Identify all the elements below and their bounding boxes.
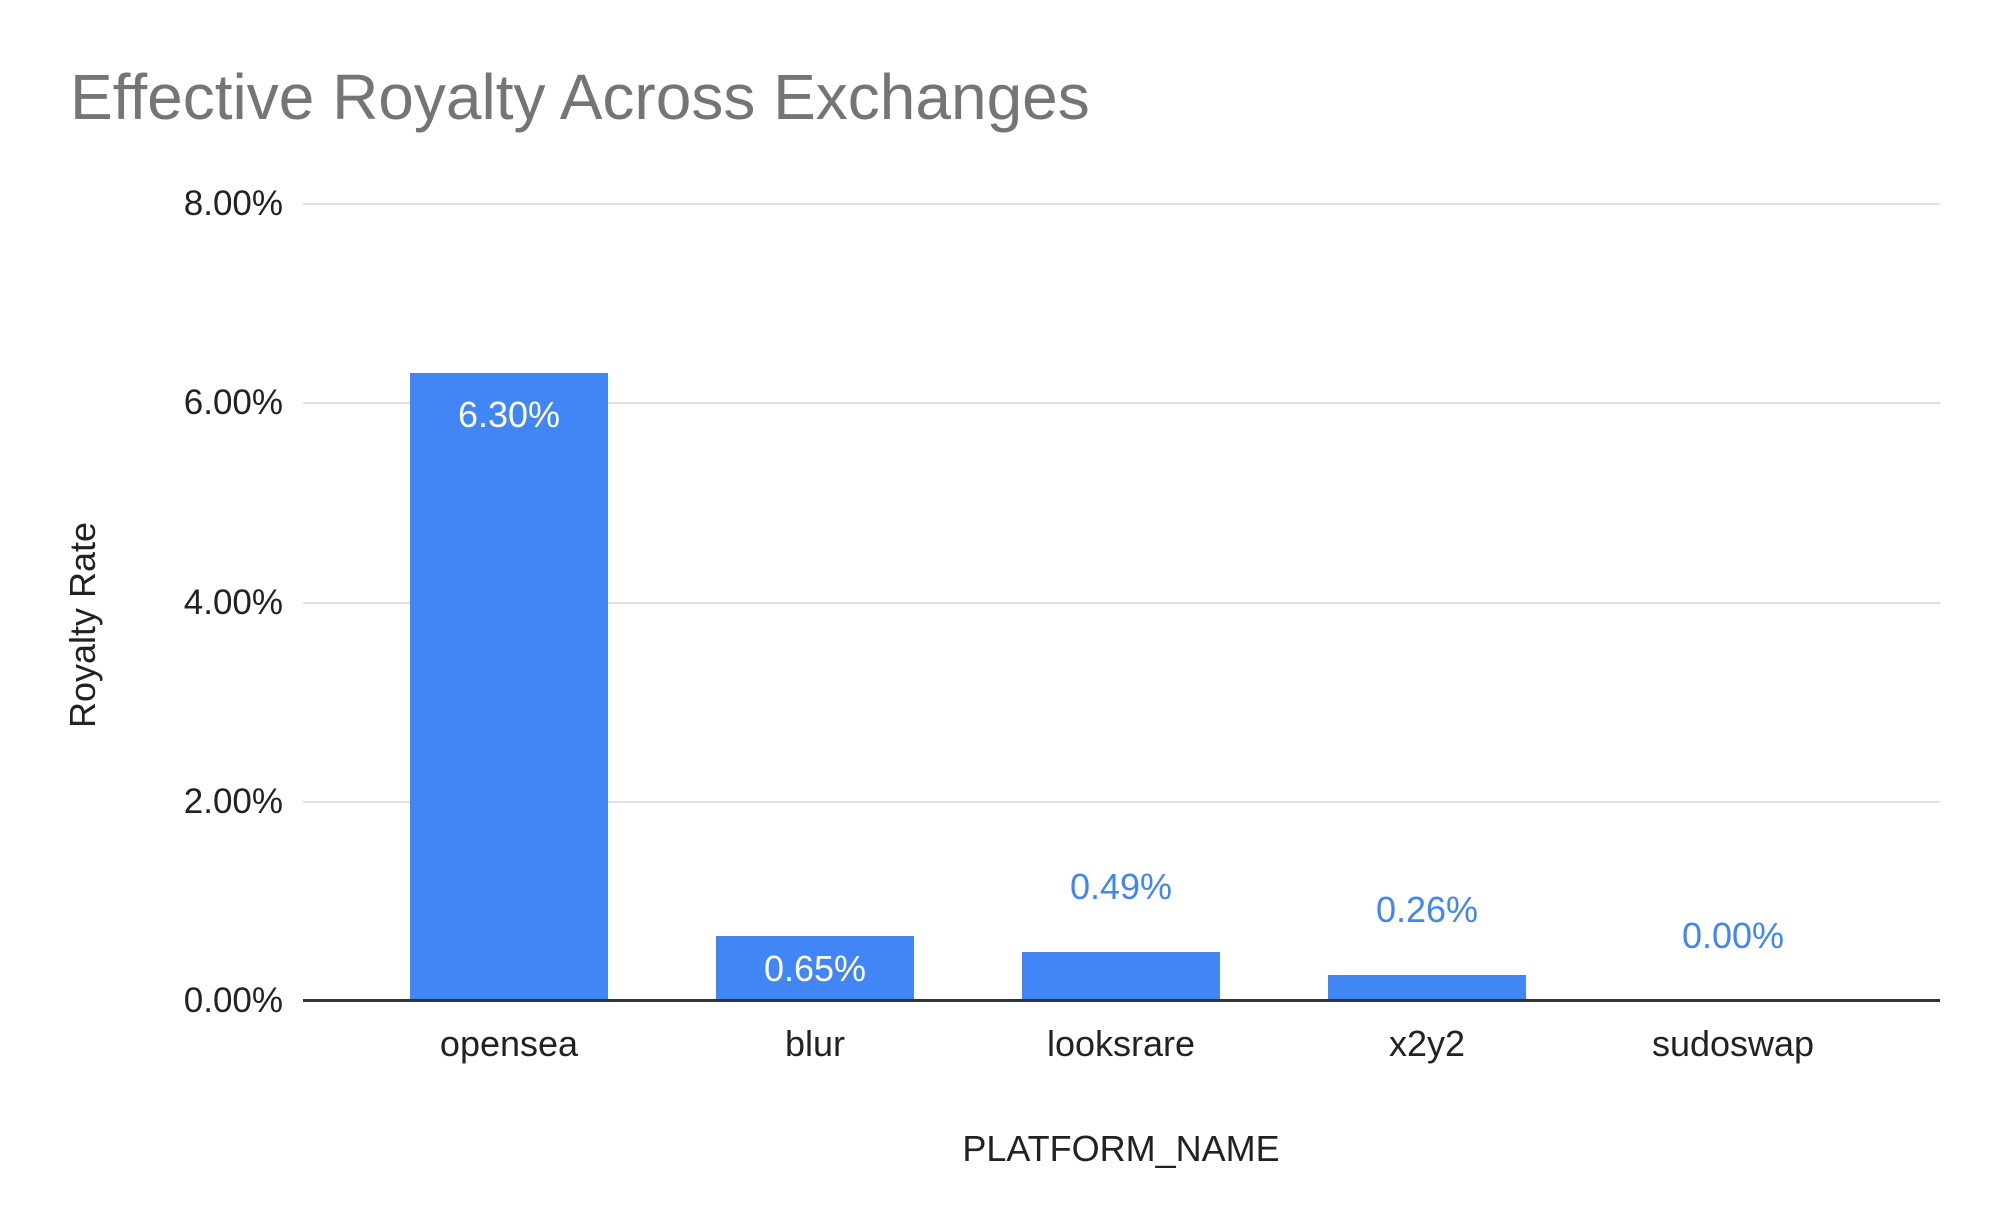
y-tick-label-0.00%: 0.00%	[183, 981, 283, 1020]
category-label-sudoswap: sudoswap	[1651, 1023, 1815, 1064]
y-tick-label-4.00%: 4.00%	[183, 582, 283, 622]
gridline-8.00%	[303, 203, 1940, 205]
bar-looksrare[interactable]	[1022, 952, 1220, 1001]
y-tick-label-8.00%: 8.00%	[183, 184, 283, 223]
bar-blur[interactable]	[716, 936, 914, 1001]
data-label-blur: 0.65%	[763, 947, 867, 989]
category-label-x2y2: x2y2	[1388, 1023, 1466, 1064]
data-label-opensea: 6.30%	[457, 394, 561, 435]
data-label-sudoswap: 0.00%	[1681, 915, 1785, 956]
gridline-4.00%	[303, 601, 1940, 604]
gridline-2.00%	[303, 800, 1940, 803]
bar-x2y2[interactable]	[1328, 975, 1526, 1001]
chart-title: Effective Royalty Across Exchanges	[70, 61, 1090, 133]
category-label-blur: blur	[784, 1023, 846, 1064]
data-label-looksrare: 0.49%	[1069, 866, 1173, 907]
data-label-x2y2: 0.26%	[1375, 889, 1479, 930]
y-tick-label-6.00%: 6.00%	[183, 383, 283, 423]
y-tick-label-2.00%: 2.00%	[183, 781, 283, 821]
category-label-looksrare: looksrare	[1046, 1023, 1196, 1064]
y-axis-title: Royalty Rate	[62, 521, 103, 729]
gridline-6.00%	[303, 402, 1940, 405]
bar-opensea[interactable]	[410, 373, 608, 1001]
category-label-opensea: opensea	[439, 1023, 579, 1064]
x-axis-title: PLATFORM_NAME	[962, 1128, 1280, 1169]
x-axis-line	[303, 999, 1940, 1002]
